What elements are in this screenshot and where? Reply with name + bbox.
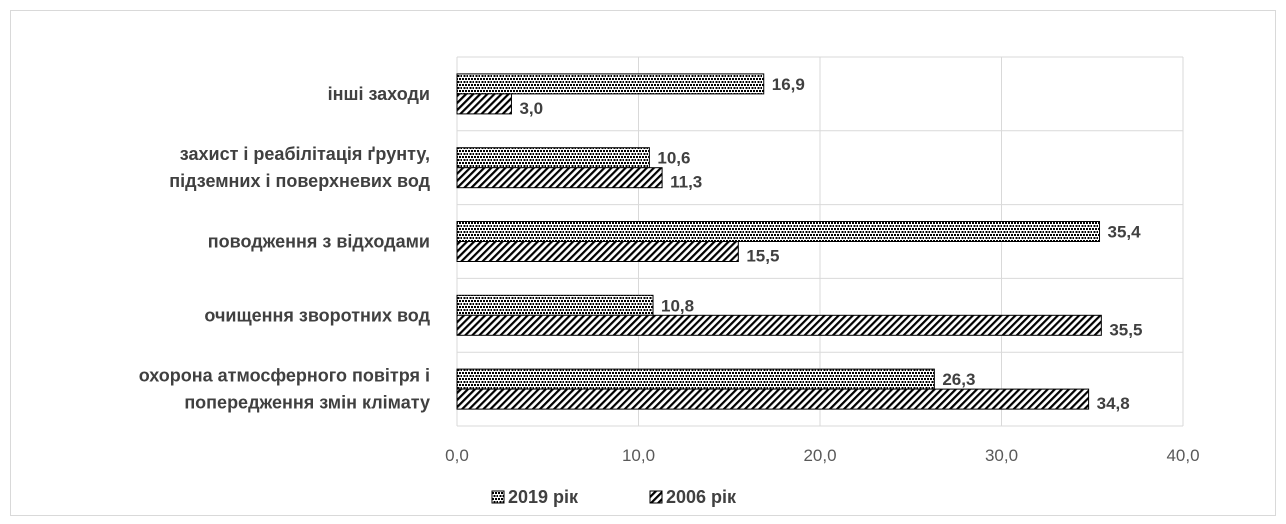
category-label: захист і реабілітація ґрунту, [180, 144, 430, 164]
category-label: очищення зворотних вод [204, 305, 430, 325]
legend-label: 2006 рік [666, 487, 737, 507]
data-label: 15,5 [746, 247, 779, 266]
x-tick-label: 40,0 [1166, 446, 1199, 465]
bar-2019 [456, 368, 935, 390]
x-tick-label: 30,0 [985, 446, 1018, 465]
bar-2006 [456, 241, 739, 262]
data-label: 35,5 [1109, 320, 1142, 339]
x-tick-label: 20,0 [803, 446, 836, 465]
data-label: 35,4 [1108, 223, 1142, 242]
data-label: 11,3 [670, 173, 702, 192]
bar-2006 [456, 388, 1090, 410]
grid-lines [456, 56, 1184, 427]
category-label: попередження змін клімату [184, 393, 430, 413]
x-tick-label: 0,0 [445, 446, 469, 465]
legend-swatch [491, 490, 505, 504]
category-label: інші заходи [328, 84, 430, 104]
data-label: 26,3 [942, 370, 975, 389]
data-label: 3,0 [519, 99, 543, 118]
bars [456, 73, 1102, 410]
legend: 2019 рік 2006 рік [491, 487, 737, 507]
bar-2019 [456, 147, 650, 169]
legend-swatch [649, 490, 663, 504]
legend-label: 2019 рік [508, 487, 579, 507]
data-label: 10,8 [661, 296, 694, 315]
bar-2006 [456, 167, 663, 189]
data-label: 16,9 [772, 75, 805, 94]
category-label: поводження з відходами [208, 232, 430, 252]
bar-2019 [456, 73, 765, 95]
bar-2006 [456, 314, 1102, 336]
bar-2019 [456, 294, 654, 316]
bar-2019 [456, 221, 1101, 242]
data-label: 10,6 [657, 149, 690, 168]
category-label: підземних і поверхневих вод [169, 171, 430, 191]
bar-2006 [456, 93, 512, 115]
x-tick-label: 10,0 [622, 446, 655, 465]
labels: 0,0 10,0 20,0 30,0 40,0 26,3 34,8 охорона атмос… [139, 75, 1200, 465]
data-label: 34,8 [1097, 394, 1130, 413]
category-label: охорона атмосферного повітря і [139, 366, 430, 386]
